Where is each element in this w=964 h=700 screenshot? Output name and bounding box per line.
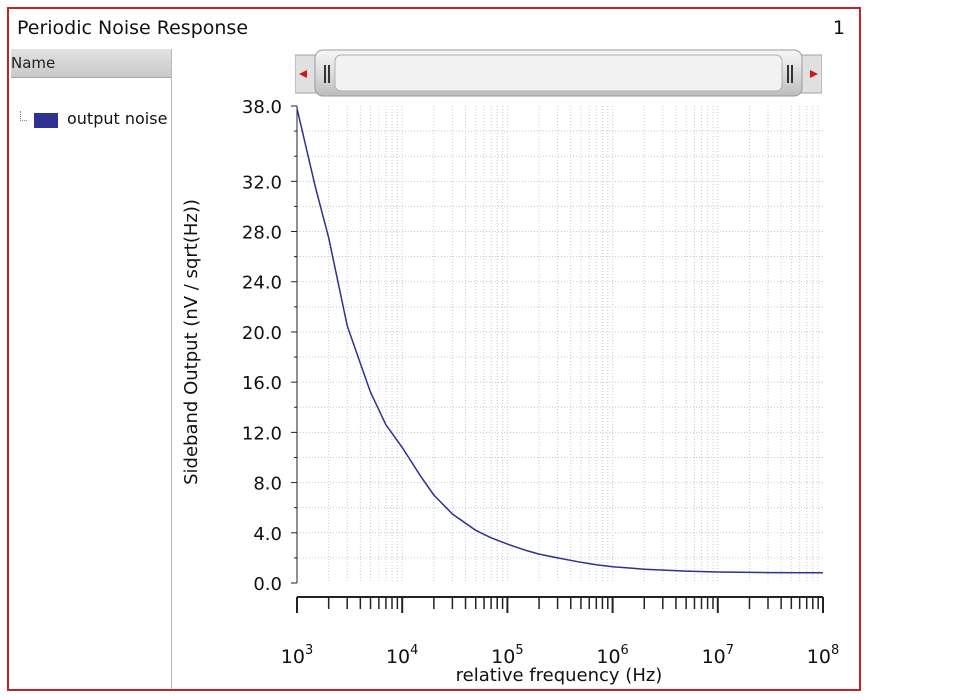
y-axis-label: Sideband Output (nV / sqrt(Hz))	[181, 199, 202, 485]
left-handle-grip-icon[interactable]	[324, 65, 330, 83]
page-number: 1	[832, 17, 845, 39]
y-tick-label: 4.0	[253, 524, 282, 545]
y-tick-label: 38.0	[242, 97, 282, 118]
x-tick-label: 103	[281, 643, 313, 668]
x-tick-label: 108	[807, 643, 839, 668]
y-tick-label: 16.0	[242, 373, 282, 394]
x-tick-label: 107	[702, 643, 734, 668]
y-tick-label: 20.0	[242, 323, 282, 344]
x-tick-label: 105	[491, 643, 523, 668]
y-tick-label: 0.0	[253, 574, 282, 595]
y-tick-label: 32.0	[242, 172, 282, 193]
y-tick-label: 28.0	[242, 223, 282, 244]
x-range-slider[interactable]	[295, 47, 822, 97]
legend-label: output noise	[67, 109, 168, 128]
right-handle-grip-icon[interactable]	[787, 65, 793, 83]
x-axis-label: relative frequency (Hz)	[456, 665, 663, 686]
series-line-output-noise	[296, 108, 824, 574]
y-tick-label: 24.0	[242, 273, 282, 294]
y-tick-label: 8.0	[253, 474, 282, 495]
tree-connector	[20, 111, 27, 121]
window-title: Periodic Noise Response	[17, 17, 249, 39]
legend-sidebar: Name output noise	[11, 49, 172, 689]
scroll-right-icon[interactable]	[810, 70, 818, 78]
scroll-left-icon[interactable]	[299, 70, 307, 78]
x-tick-label: 106	[596, 643, 628, 668]
x-tick-label: 104	[386, 643, 418, 668]
legend-swatch	[34, 113, 58, 128]
y-tick-label: 12.0	[242, 423, 282, 444]
name-column-header[interactable]: Name	[11, 49, 171, 78]
legend-item-output-noise[interactable]: output noise	[17, 109, 171, 133]
